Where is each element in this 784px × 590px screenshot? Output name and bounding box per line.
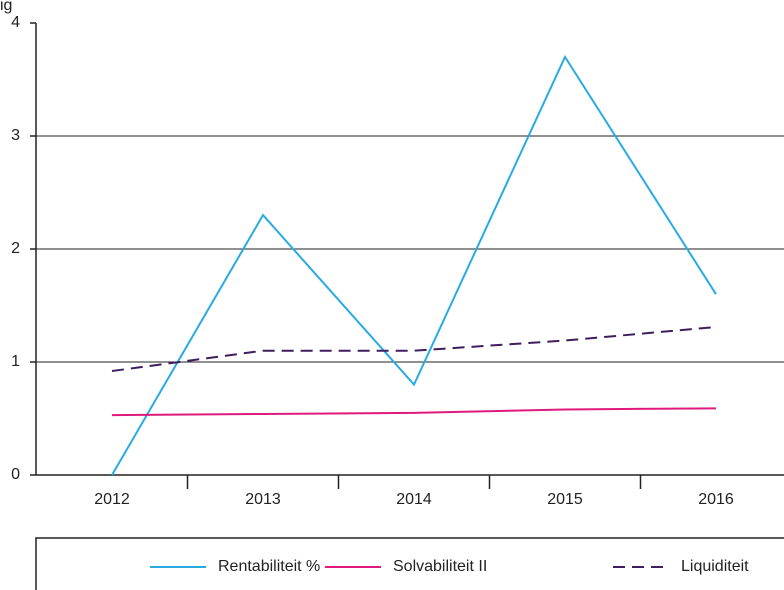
y-tick-label: 2 — [11, 240, 20, 257]
y-tick-label: 0 — [11, 466, 20, 483]
legend-label: Liquiditeit — [681, 558, 749, 575]
legend-box — [35, 537, 784, 590]
y-tick-label: 3 — [11, 127, 20, 144]
line-series — [111, 407, 717, 417]
legend-label: Solvabiliteit II — [393, 558, 487, 575]
x-tick-label: 2013 — [245, 491, 281, 508]
legend-label: Rentabiliteit % — [218, 558, 320, 575]
line-series — [111, 325, 717, 373]
x-tick-label: 2012 — [94, 491, 130, 508]
y-tick-label: 4 — [11, 14, 20, 31]
y-tick-label: 1 — [11, 353, 20, 370]
x-tick-label: 2014 — [396, 491, 432, 508]
x-tick-label: 2015 — [547, 491, 583, 508]
line-series — [111, 54, 717, 476]
chart-title: ig — [0, 0, 12, 14]
x-tick-label: 2016 — [698, 491, 734, 508]
